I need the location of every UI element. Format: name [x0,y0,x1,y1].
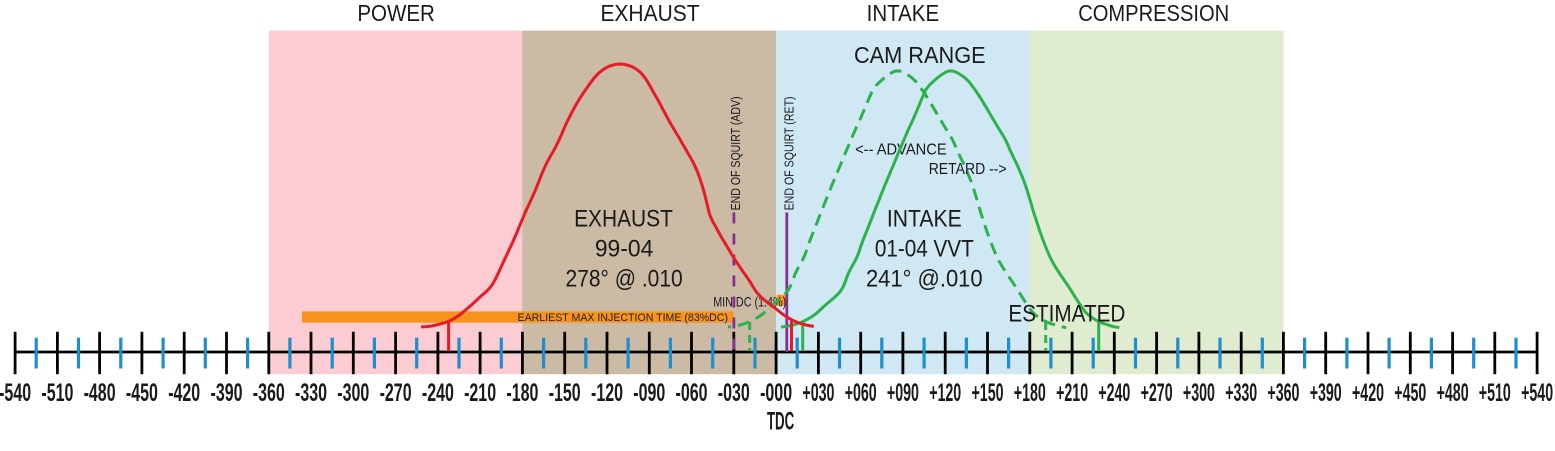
svg-text:-060: -060 [676,379,708,407]
svg-text:-090: -090 [633,379,665,407]
svg-text:END OF SQUIRT (ADV): END OF SQUIRT (ADV) [728,96,743,210]
svg-text:CAM RANGE: CAM RANGE [854,42,986,68]
svg-text:-360: -360 [253,379,285,407]
svg-text:-240: -240 [422,379,454,407]
svg-text:-120: -120 [591,379,623,407]
svg-text:-450: -450 [126,379,158,407]
svg-text:+270: +270 [1141,379,1173,407]
svg-text:-390: -390 [211,379,243,407]
svg-text:+120: +120 [929,379,961,407]
svg-text:+540: +540 [1521,379,1553,407]
svg-text:END OF SQUIRT (RET): END OF SQUIRT (RET) [782,96,797,210]
svg-text:-270: -270 [380,379,412,407]
svg-text:COMPRESSION: COMPRESSION [1078,0,1229,26]
svg-text:+060: +060 [845,379,877,407]
svg-text:+390: +390 [1310,379,1342,407]
svg-text:+240: +240 [1098,379,1130,407]
svg-text:-030: -030 [718,379,750,407]
svg-text:+330: +330 [1225,379,1257,407]
svg-text:TDC: TDC [767,407,794,435]
svg-text:+480: +480 [1437,379,1469,407]
svg-text:INTAKE: INTAKE [887,206,962,233]
svg-text:+090: +090 [887,379,919,407]
svg-text:-210: -210 [464,379,496,407]
svg-text:POWER: POWER [357,0,435,26]
svg-text:-330: -330 [295,379,327,407]
svg-text:INTAKE: INTAKE [867,0,940,26]
svg-text:+210: +210 [1056,379,1088,407]
svg-text:+420: +420 [1352,379,1384,407]
svg-text:+510: +510 [1479,379,1511,407]
svg-text:+180: +180 [1014,379,1046,407]
svg-text:EXHAUST: EXHAUST [574,206,673,233]
svg-text:ESTIMATED: ESTIMATED [1008,301,1125,328]
svg-text:-150: -150 [549,379,581,407]
svg-text:-480: -480 [84,379,116,407]
svg-text:RETARD -->: RETARD --> [929,161,1007,178]
svg-text:+150: +150 [972,379,1004,407]
svg-text:-000: -000 [760,379,792,407]
svg-text:241° @.010: 241° @.010 [866,266,983,293]
svg-text:+450: +450 [1394,379,1426,407]
svg-text:MIN DC (1.4%): MIN DC (1.4%) [713,293,786,309]
svg-text:+300: +300 [1183,379,1215,407]
svg-text:-300: -300 [337,379,369,407]
svg-text:99-04: 99-04 [595,236,654,263]
svg-text:+360: +360 [1267,379,1299,407]
svg-text:-420: -420 [168,379,200,407]
svg-text:-540: -540 [0,379,31,407]
svg-text:EXHAUST: EXHAUST [600,0,699,26]
svg-text:EARLIEST MAX INJECTION TIME (8: EARLIEST MAX INJECTION TIME (83%DC) [518,312,729,324]
svg-text:278° @ .010: 278° @ .010 [566,266,683,293]
svg-text:+030: +030 [802,379,834,407]
svg-text:01-04 VVT: 01-04 VVT [875,236,974,263]
svg-text:-180: -180 [506,379,538,407]
svg-text:-510: -510 [41,379,73,407]
